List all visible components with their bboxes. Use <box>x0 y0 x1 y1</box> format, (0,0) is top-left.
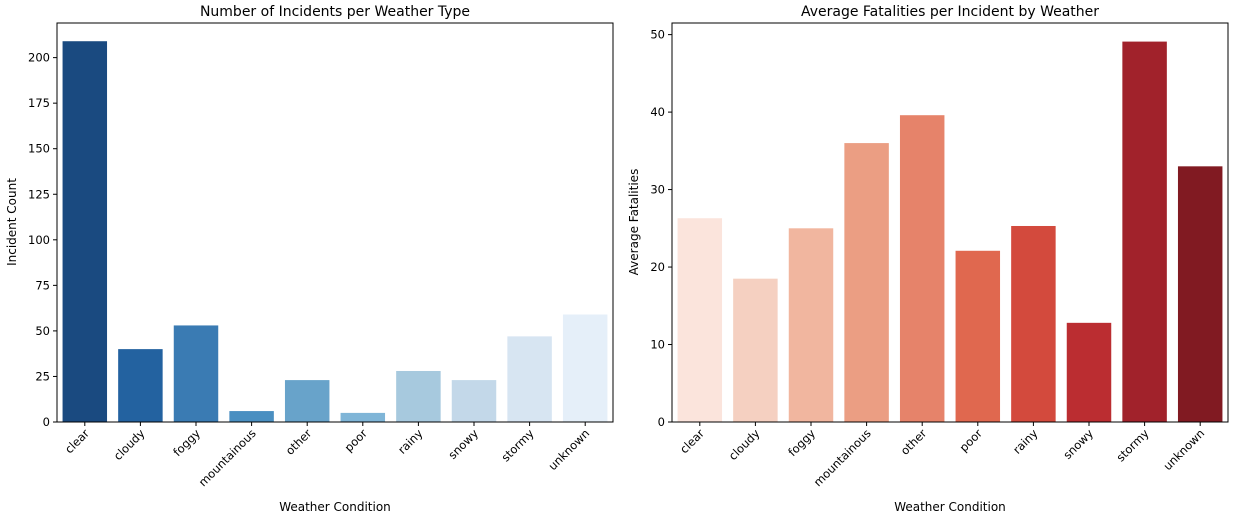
x-tick-label-rainy: rainy <box>1010 426 1041 457</box>
bar-mountainous <box>844 143 889 422</box>
y-tick-label: 25 <box>35 369 50 383</box>
x-tick-label-foggy: foggy <box>170 426 203 459</box>
y-ticks: 0 25 50 75 100 125 150 175 200 <box>28 51 57 429</box>
x-tick-label-poor: poor <box>342 426 371 455</box>
plot-frame <box>671 22 1229 423</box>
x-tick-label-foggy: foggy <box>785 426 818 459</box>
x-tick-label-stormy: stormy <box>1113 426 1151 464</box>
x-tick-label-cloudy: cloudy <box>111 426 148 463</box>
x-axis-label: Weather Condition <box>279 500 391 514</box>
y-axis-label: Incident Count <box>5 178 19 266</box>
avg-fatalities-chart: Average Fatalities per Incident by Weath… <box>627 4 1229 514</box>
bar-rainy <box>1011 225 1056 422</box>
bar-other <box>899 115 945 422</box>
x-tick-label-mountainous: mountainous <box>196 426 259 489</box>
chart-title: Average Fatalities per Incident by Weath… <box>801 4 1099 20</box>
y-tick-label: 10 <box>650 338 665 352</box>
bar-cloudy <box>733 278 778 422</box>
x-tick-label-stormy: stormy <box>498 426 536 464</box>
y-tick-label: 50 <box>35 324 50 338</box>
x-tick-label-other: other <box>898 426 930 458</box>
y-tick-label: 0 <box>658 415 665 429</box>
bar-rainy <box>396 370 441 422</box>
bar-unknown <box>562 314 608 422</box>
incidents-count-chart: Number of Incidents per Weather Type 0 25… <box>5 4 614 514</box>
plot-frame <box>56 22 614 423</box>
y-tick-label: 150 <box>28 142 50 156</box>
x-tick-label-snowy: snowy <box>1060 426 1096 462</box>
y-tick-label: 200 <box>28 51 50 65</box>
x-tick-label-mountainous: mountainous <box>811 426 874 489</box>
x-tick-label-clear: clear <box>62 426 92 456</box>
bar-foggy <box>788 228 834 422</box>
x-axis-label: Weather Condition <box>894 500 1006 514</box>
y-tick-label: 20 <box>650 260 665 274</box>
y-tick-label: 40 <box>650 105 665 119</box>
x-tick-label-snowy: snowy <box>445 426 481 462</box>
x-tick-label-rainy: rainy <box>395 426 426 457</box>
y-tick-label: 100 <box>28 233 50 247</box>
x-tick-label-cloudy: cloudy <box>726 426 763 463</box>
x-tick-label-clear: clear <box>677 426 707 456</box>
bar-clear <box>62 41 108 422</box>
bars-group <box>62 41 608 422</box>
bar-other <box>284 380 330 422</box>
bar-stormy <box>507 336 552 422</box>
y-axis-label: Average Fatalities <box>627 169 641 276</box>
chart-title: Number of Incidents per Weather Type <box>200 4 470 20</box>
x-tick-label-poor: poor <box>957 426 986 455</box>
y-tick-label: 75 <box>35 278 50 292</box>
bar-unknown <box>1177 166 1223 422</box>
bar-snowy <box>451 380 497 422</box>
bar-stormy <box>1122 41 1167 423</box>
y-ticks: 0 10 20 30 40 50 <box>650 28 672 429</box>
bar-poor <box>340 412 386 422</box>
y-tick-label: 0 <box>43 415 50 429</box>
bar-foggy <box>173 325 219 422</box>
bar-poor <box>955 250 1001 422</box>
y-tick-label: 30 <box>650 183 665 197</box>
x-tick-label-other: other <box>283 426 315 458</box>
bar-snowy <box>1066 322 1112 422</box>
bar-clear <box>677 218 723 422</box>
bars-group <box>677 41 1223 423</box>
x-tick-label-unknown: unknown <box>1160 426 1207 473</box>
bar-cloudy <box>118 349 163 422</box>
y-tick-label: 125 <box>28 187 50 201</box>
y-tick-label: 175 <box>28 96 50 110</box>
x-tick-label-unknown: unknown <box>545 426 592 473</box>
y-tick-label: 50 <box>650 28 665 42</box>
bar-mountainous <box>229 411 274 422</box>
